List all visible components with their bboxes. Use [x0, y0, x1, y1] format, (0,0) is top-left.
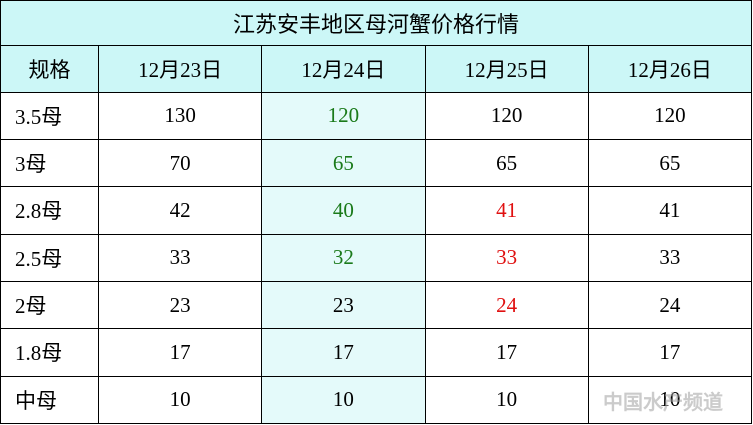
price-cell: 17	[261, 328, 426, 377]
price-cell: 23	[261, 280, 426, 330]
table-title: 江苏安丰地区母河蟹价格行情	[0, 0, 752, 47]
price-cell: 24	[424, 280, 589, 330]
price-cell: 70	[97, 138, 263, 188]
header-cell: 规格	[0, 45, 99, 93]
row-label: 中母	[0, 375, 99, 425]
row-label: 2.5母	[0, 233, 99, 282]
price-cell: 10	[587, 375, 753, 425]
price-cell: 120	[261, 91, 426, 140]
price-cell: 23	[97, 280, 263, 330]
row-label: 3母	[0, 138, 99, 188]
data-row: 1.8母 17 17 17 17	[0, 328, 753, 377]
price-cell: 40	[261, 186, 426, 235]
price-cell: 33	[587, 233, 753, 282]
row-label: 1.8母	[0, 328, 99, 377]
header-cell: 12月25日	[424, 45, 589, 93]
price-cell: 65	[587, 138, 753, 188]
header-cell: 12月23日	[97, 45, 263, 93]
price-cell: 10	[261, 375, 426, 425]
row-label: 2.8母	[0, 186, 99, 235]
price-cell: 17	[587, 328, 753, 377]
data-row: 3.5母 130 120 120 120	[0, 91, 753, 140]
data-row: 3母 70 65 65 65	[0, 138, 753, 188]
price-cell: 130	[97, 91, 263, 140]
header-cell: 12月26日	[587, 45, 753, 93]
price-cell: 10	[424, 375, 589, 425]
header-cell: 12月24日	[261, 45, 426, 93]
data-row: 中母 10 10 10 10	[0, 375, 753, 425]
price-cell: 32	[261, 233, 426, 282]
data-row: 2.5母 33 32 33 33	[0, 233, 753, 282]
price-cell: 17	[97, 328, 263, 377]
price-cell: 65	[261, 138, 426, 188]
price-cell: 42	[97, 186, 263, 235]
price-cell: 120	[587, 91, 753, 140]
data-row: 2母 23 23 24 24	[0, 280, 753, 330]
price-cell: 24	[587, 280, 753, 330]
price-cell: 41	[587, 186, 753, 235]
price-cell: 10	[97, 375, 263, 425]
row-label: 3.5母	[0, 91, 99, 140]
header-row: 规格 12月23日 12月24日 12月25日 12月26日	[0, 45, 753, 93]
row-label: 2母	[0, 280, 99, 330]
price-cell: 33	[97, 233, 263, 282]
price-cell: 17	[424, 328, 589, 377]
price-cell: 120	[424, 91, 589, 140]
price-cell: 33	[424, 233, 589, 282]
price-cell: 41	[424, 186, 589, 235]
data-row: 2.8母 42 40 41 41	[0, 186, 753, 235]
price-cell: 65	[424, 138, 589, 188]
